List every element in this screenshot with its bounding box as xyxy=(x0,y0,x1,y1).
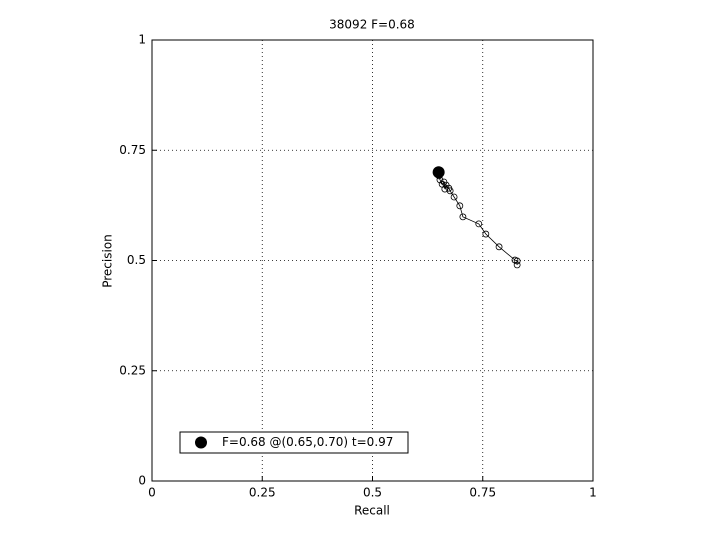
point xyxy=(511,256,519,264)
point xyxy=(495,243,503,251)
legend-box xyxy=(179,431,409,454)
y-tick-label: 0.5 xyxy=(127,253,146,267)
legend-marker xyxy=(195,436,207,449)
point xyxy=(475,220,483,228)
x-tick-label: 0.25 xyxy=(249,486,276,500)
x-tick-label: 1 xyxy=(589,486,597,500)
point xyxy=(450,193,458,201)
point xyxy=(482,230,490,238)
chart-title: 38092 F=0.68 xyxy=(329,18,415,32)
point xyxy=(438,180,446,188)
x-tick-label: 0 xyxy=(148,486,156,500)
y-tick-label: 1 xyxy=(138,33,146,47)
y-axis-label: Precision xyxy=(101,234,115,288)
point xyxy=(459,213,467,221)
x-tick-label: 0.5 xyxy=(363,486,382,500)
x-axis-label: Recall xyxy=(354,504,390,518)
curve xyxy=(438,173,518,265)
x-tick-label: 0.75 xyxy=(469,486,496,500)
point xyxy=(440,178,448,186)
point xyxy=(456,202,464,210)
axes-box xyxy=(151,39,594,482)
y-tick-label: 0.75 xyxy=(119,143,146,157)
y-tick-label: 0.25 xyxy=(119,363,146,377)
legend-label: F=0.68 @(0.65,0.70) t=0.97 xyxy=(222,435,393,449)
best-point xyxy=(432,166,445,179)
y-tick-label: 0 xyxy=(138,474,146,488)
